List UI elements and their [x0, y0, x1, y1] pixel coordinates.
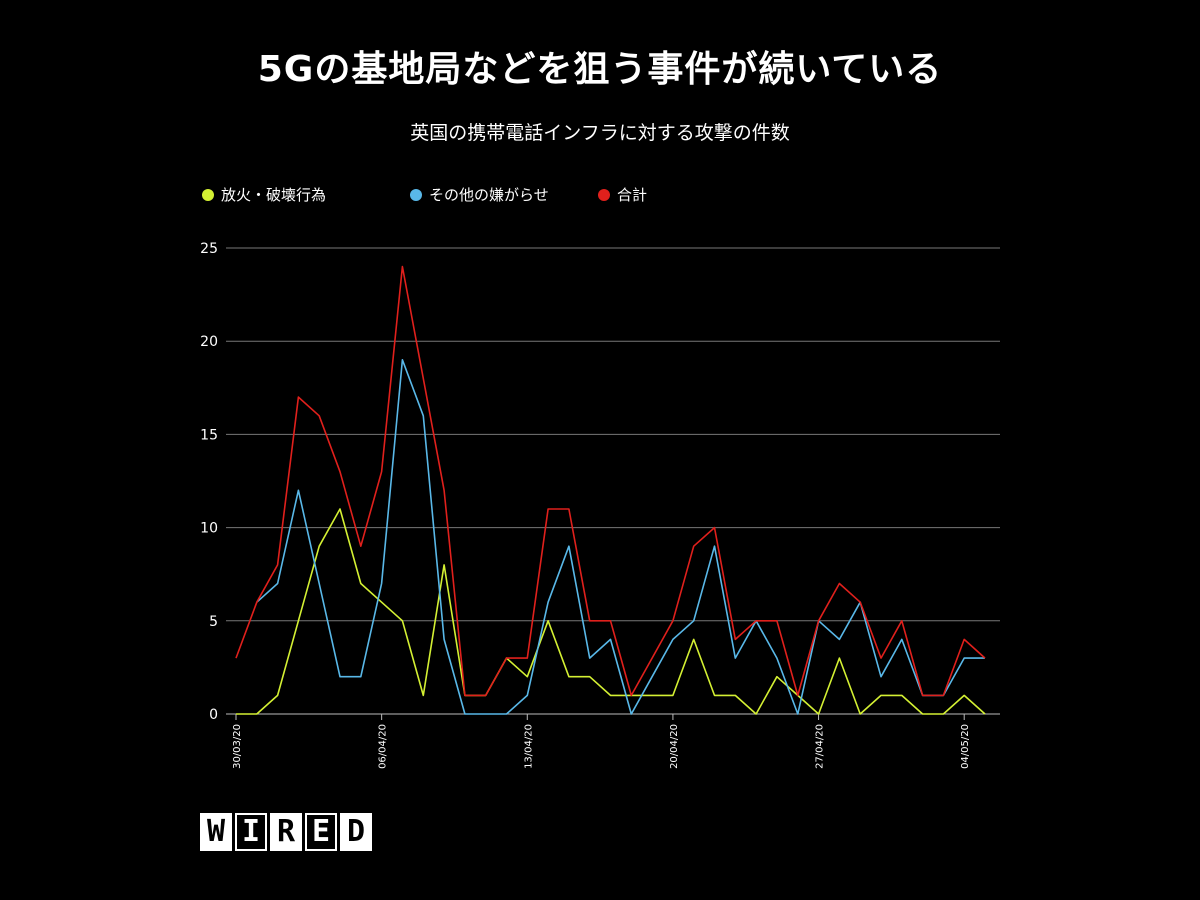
logo-letter-d: D: [340, 813, 372, 851]
x-tick-label: 27/04/20: [815, 724, 826, 769]
y-tick-label: 15: [200, 427, 218, 443]
x-tick-label: 13/04/20: [523, 724, 534, 769]
x-tick-label: 30/03/20: [232, 724, 243, 769]
series-line-2: [235, 265, 986, 697]
y-tick-label: 0: [209, 707, 218, 723]
y-tick-label: 25: [200, 241, 218, 257]
wired-logo: W I R E D: [200, 813, 375, 851]
legend-label-total: 合計: [617, 186, 648, 204]
chart-subtitle: 英国の携帯電話インフラに対する攻撃の件数: [410, 122, 790, 144]
legend-dot-arson: [202, 188, 214, 201]
logo-letter-i: I: [235, 813, 267, 851]
legend-label-arson: 放火・破壊行為: [221, 186, 327, 204]
chart-legend: 放火・破壊行為 その他の嫌がらせ 合計: [202, 184, 902, 208]
y-tick-label: 20: [200, 334, 218, 350]
x-tick-label: 04/05/20: [960, 724, 971, 769]
y-tick-label: 10: [200, 521, 218, 537]
legend-dot-other: [410, 188, 422, 201]
x-tick-label: 06/04/20: [378, 724, 389, 769]
y-tick-label: 5: [209, 614, 218, 630]
legend-dot-total: [598, 188, 610, 201]
series-line-1: [256, 359, 985, 715]
series-line-0: [236, 508, 986, 715]
x-tick-label: 20/04/20: [669, 724, 680, 769]
legend-label-other: その他の嫌がらせ: [429, 186, 549, 204]
logo-letter-w: W: [200, 813, 232, 851]
legend-item-arson: 放火・破壊行為: [202, 184, 326, 205]
chart-title: 5Gの基地局などを狙う事件が続いている: [257, 49, 943, 90]
legend-item-other: その他の嫌がらせ: [410, 184, 549, 205]
logo-letter-r: R: [270, 813, 302, 851]
logo-letter-e: E: [305, 813, 337, 851]
legend-item-total: 合計: [598, 184, 647, 205]
